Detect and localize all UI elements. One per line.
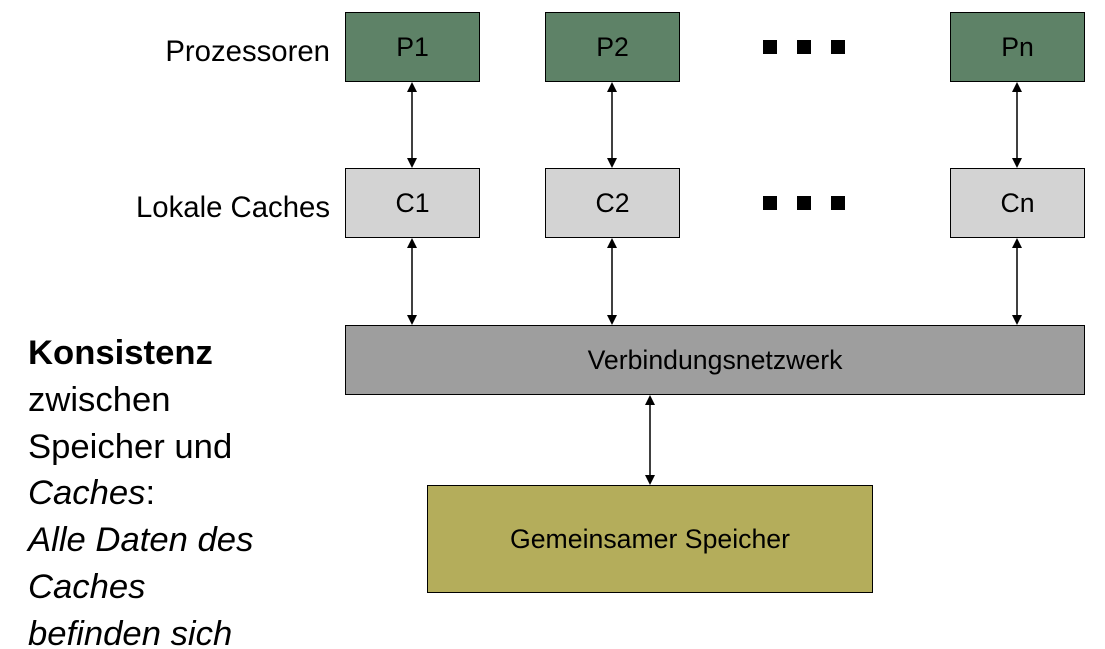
row-label-processors: Prozessoren [0, 35, 330, 69]
processor-box-p2: P2 [545, 12, 680, 82]
cache-box-c1: C1 [345, 168, 480, 238]
cache-label: C2 [595, 188, 629, 219]
interconnect-network-box: Verbindungsnetzwerk [345, 325, 1085, 395]
processor-label: Pn [1001, 32, 1034, 63]
row-label-caches: Lokale Caches [0, 191, 330, 225]
processor-label: P1 [396, 32, 429, 63]
caption-text: zwischen Speicher und [28, 381, 232, 466]
caption-italic: Caches [28, 474, 146, 512]
memory-label: Gemeinsamer Speicher [510, 524, 790, 555]
cache-box-cn: Cn [950, 168, 1085, 238]
caption-italic: Alle Daten des Caches befinden sich auch… [28, 521, 253, 649]
ellipsis-icon [763, 40, 845, 54]
caption-text: : [146, 474, 156, 512]
shared-memory-box: Gemeinsamer Speicher [427, 485, 873, 593]
processor-box-pn: Pn [950, 12, 1085, 82]
cache-box-c2: C2 [545, 168, 680, 238]
processor-label: P2 [596, 32, 629, 63]
processor-box-p1: P1 [345, 12, 480, 82]
network-label: Verbindungsnetzwerk [588, 345, 843, 376]
ellipsis-icon [763, 196, 845, 210]
consistency-caption: Konsistenz zwischen Speicher und Caches:… [28, 330, 288, 649]
caption-bold: Konsistenz [28, 334, 213, 372]
cache-label: C1 [395, 188, 429, 219]
cache-label: Cn [1000, 188, 1034, 219]
